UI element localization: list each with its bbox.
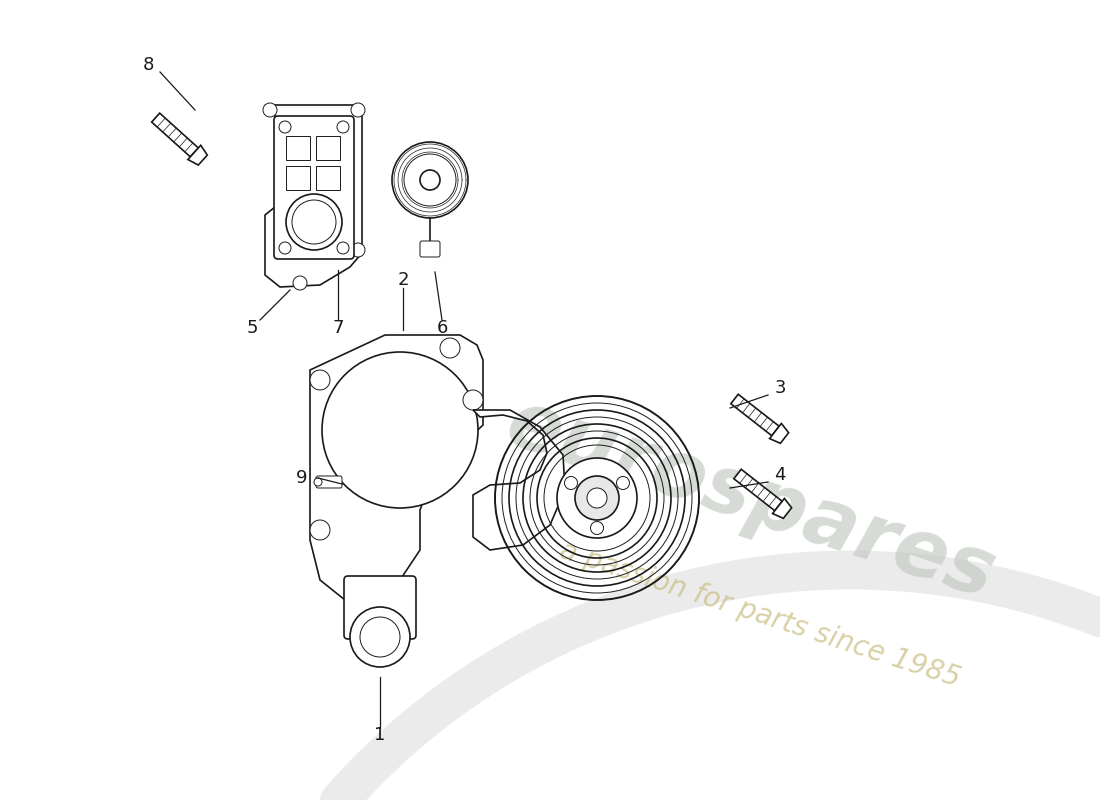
Text: 7: 7	[332, 319, 343, 337]
Polygon shape	[188, 146, 207, 165]
Circle shape	[420, 170, 440, 190]
FancyBboxPatch shape	[274, 116, 354, 259]
Polygon shape	[734, 470, 782, 510]
Circle shape	[355, 582, 375, 602]
Circle shape	[463, 390, 483, 410]
Text: 3: 3	[774, 379, 785, 397]
Circle shape	[279, 121, 292, 133]
Circle shape	[587, 488, 607, 508]
FancyBboxPatch shape	[316, 476, 342, 488]
Circle shape	[263, 103, 277, 117]
FancyBboxPatch shape	[420, 241, 440, 257]
Polygon shape	[473, 410, 565, 550]
Circle shape	[310, 370, 330, 390]
Bar	[316, 136, 340, 160]
Text: 4: 4	[774, 466, 785, 484]
Circle shape	[591, 522, 604, 534]
Text: 8: 8	[142, 56, 154, 74]
Circle shape	[286, 194, 342, 250]
Bar	[286, 166, 310, 190]
Bar	[316, 166, 340, 190]
Circle shape	[292, 200, 336, 244]
Circle shape	[557, 458, 637, 538]
Circle shape	[322, 352, 478, 508]
Circle shape	[337, 121, 349, 133]
Circle shape	[575, 476, 619, 520]
Circle shape	[616, 477, 629, 490]
Circle shape	[351, 243, 365, 257]
Circle shape	[350, 607, 410, 667]
Circle shape	[564, 477, 578, 490]
Text: 6: 6	[437, 319, 448, 337]
Text: 2: 2	[397, 271, 409, 289]
Text: eurospares: eurospares	[496, 384, 1004, 616]
Polygon shape	[152, 113, 198, 157]
Circle shape	[314, 478, 322, 486]
Polygon shape	[310, 335, 483, 600]
Circle shape	[360, 617, 400, 657]
Polygon shape	[730, 394, 779, 436]
Circle shape	[440, 338, 460, 358]
Circle shape	[279, 242, 292, 254]
Circle shape	[293, 276, 307, 290]
Circle shape	[337, 242, 349, 254]
Polygon shape	[265, 105, 362, 287]
Text: 1: 1	[374, 726, 386, 744]
Circle shape	[310, 520, 330, 540]
Circle shape	[392, 142, 468, 218]
Bar	[286, 136, 310, 160]
Circle shape	[351, 103, 365, 117]
Circle shape	[404, 154, 456, 206]
Text: 9: 9	[296, 469, 308, 487]
Text: a passion for parts since 1985: a passion for parts since 1985	[557, 537, 964, 693]
Polygon shape	[770, 423, 789, 443]
Text: 5: 5	[246, 319, 257, 337]
FancyBboxPatch shape	[344, 576, 416, 639]
Polygon shape	[772, 498, 792, 518]
